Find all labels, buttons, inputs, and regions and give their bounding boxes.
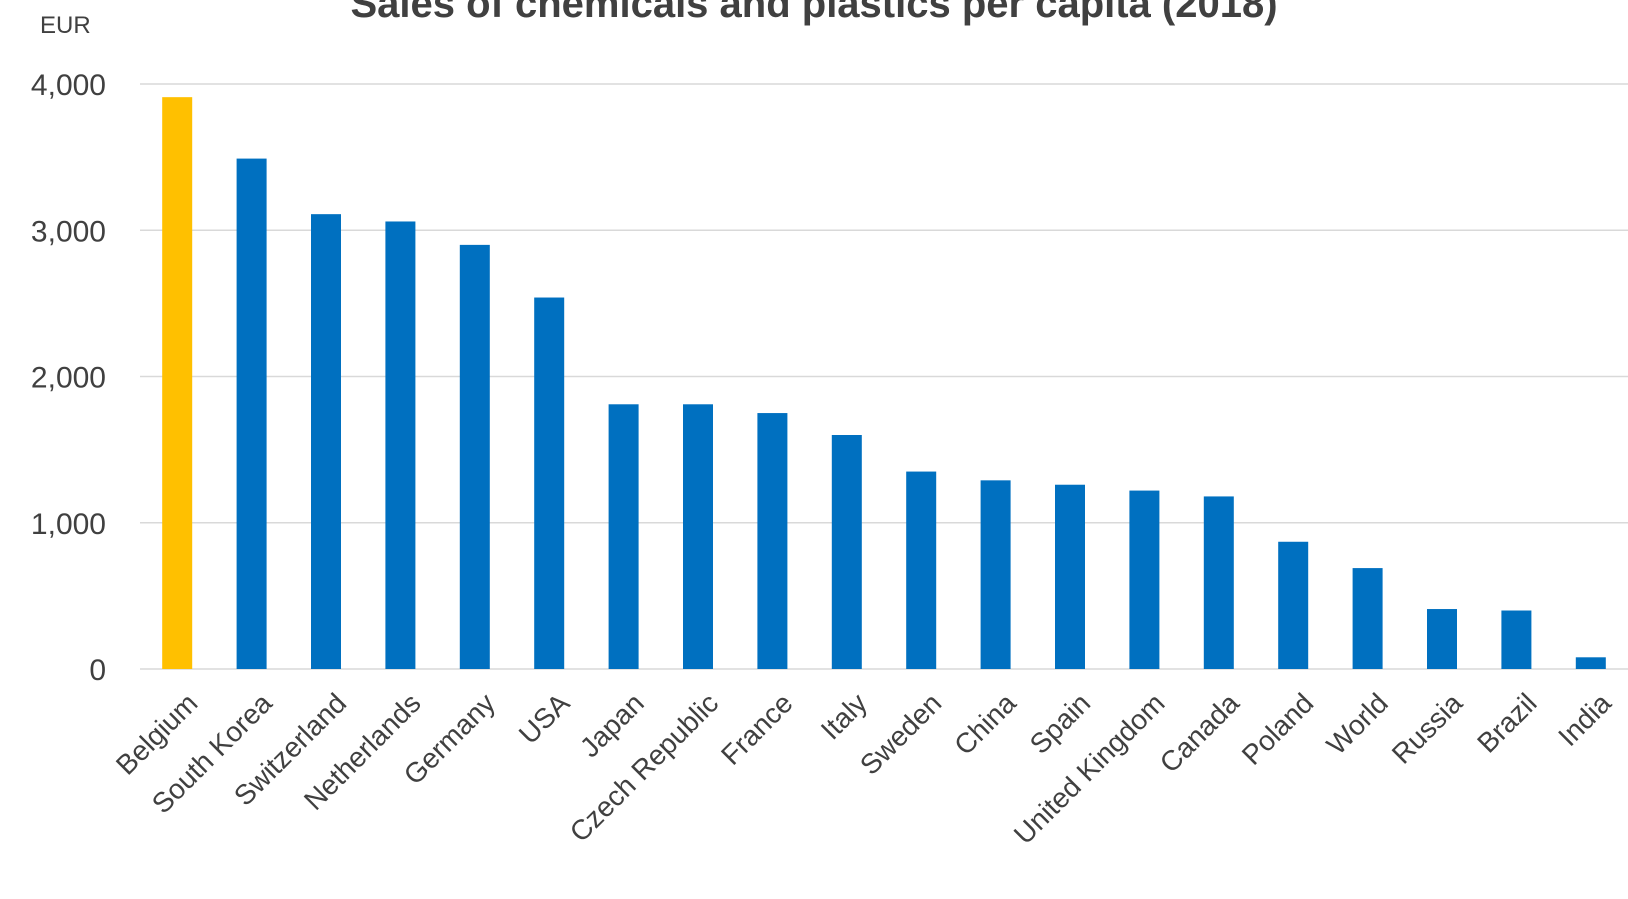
x-tick-label: Brazil bbox=[1471, 687, 1542, 758]
x-tick-label: Sweden bbox=[854, 687, 947, 780]
bar bbox=[459, 244, 490, 669]
bar bbox=[831, 435, 862, 669]
x-tick-label: World bbox=[1321, 687, 1394, 760]
bar bbox=[1352, 568, 1383, 669]
x-tick-label: France bbox=[715, 687, 799, 771]
bar bbox=[1575, 657, 1606, 669]
bar bbox=[385, 221, 416, 669]
bar bbox=[236, 158, 267, 669]
y-tick-label: 0 bbox=[89, 654, 106, 687]
x-tick-label: India bbox=[1552, 687, 1617, 752]
bar bbox=[980, 480, 1011, 669]
x-tick-label: Poland bbox=[1236, 687, 1320, 771]
x-tick-label: Spain bbox=[1024, 687, 1097, 760]
gridlines bbox=[140, 83, 1628, 670]
y-tick-label: 2,000 bbox=[31, 362, 106, 395]
bar bbox=[757, 413, 788, 669]
y-tick-label: 3,000 bbox=[31, 215, 106, 248]
bar bbox=[311, 214, 341, 669]
bar bbox=[1055, 484, 1085, 669]
bar bbox=[1427, 609, 1457, 669]
bar bbox=[1278, 541, 1309, 669]
chart-title: Sales of chemicals and plastics per capi… bbox=[350, 0, 1278, 26]
bar bbox=[683, 404, 713, 669]
x-tick-label: USA bbox=[513, 687, 576, 750]
x-tick-label: Italy bbox=[815, 687, 873, 745]
y-tick-label: 4,000 bbox=[31, 69, 106, 102]
y-axis-unit-label: EUR bbox=[40, 12, 91, 39]
y-axis-ticks: 0 1,000 2,000 3,000 4,000 bbox=[31, 69, 106, 687]
bar bbox=[162, 97, 193, 670]
bars bbox=[162, 97, 1606, 670]
x-tick-label: Russia bbox=[1386, 687, 1469, 770]
y-tick-label: 1,000 bbox=[31, 508, 106, 541]
bar bbox=[906, 471, 937, 669]
bar bbox=[1501, 610, 1532, 669]
bar bbox=[534, 297, 565, 669]
x-tick-label: China bbox=[948, 687, 1022, 761]
bar bbox=[608, 404, 639, 669]
bar bbox=[1129, 490, 1160, 669]
bar bbox=[1203, 496, 1234, 669]
x-tick-label: Canada bbox=[1154, 687, 1246, 779]
